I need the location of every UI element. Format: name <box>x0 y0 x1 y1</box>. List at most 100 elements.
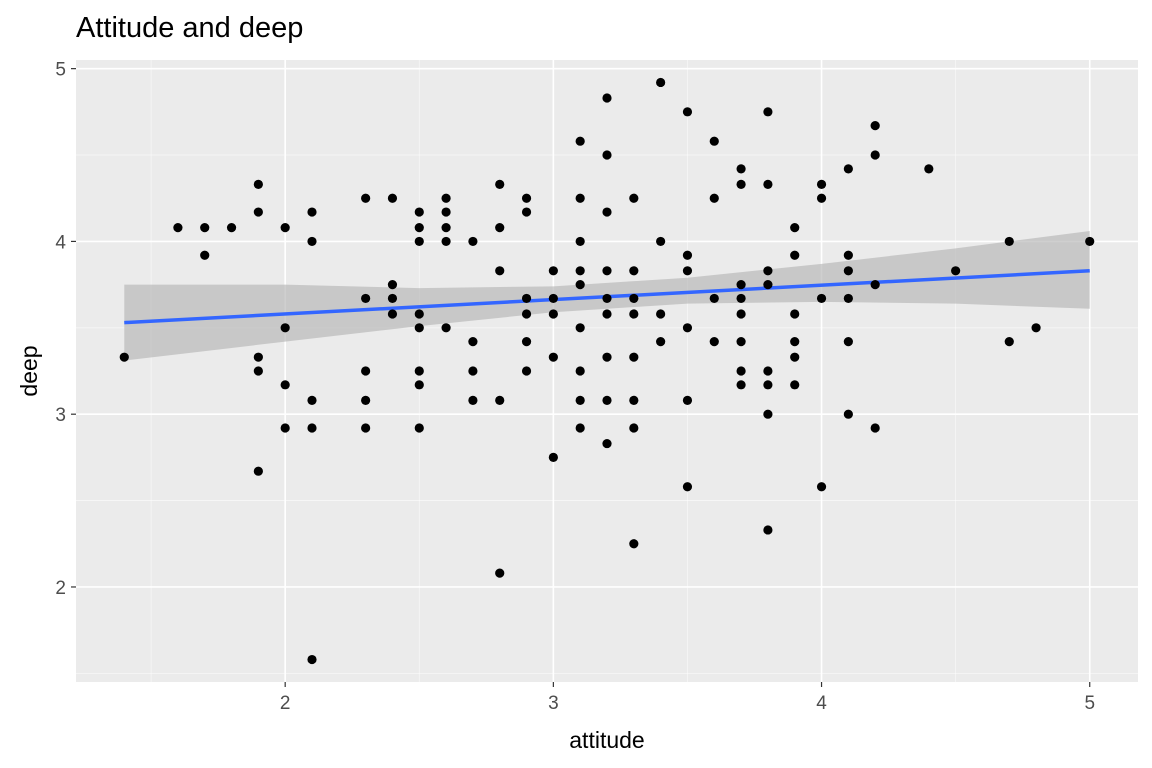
data-point <box>1031 323 1041 333</box>
data-point <box>629 293 639 304</box>
data-point <box>602 352 612 362</box>
data-point <box>361 395 371 405</box>
data-point <box>843 409 853 419</box>
data-point <box>253 352 263 362</box>
data-point <box>575 280 585 290</box>
data-point <box>575 323 585 333</box>
data-point <box>763 107 773 117</box>
data-point <box>387 193 398 203</box>
data-point <box>1004 337 1014 347</box>
x-tick-label: 3 <box>548 693 559 714</box>
data-point <box>173 222 183 233</box>
data-point <box>521 309 532 319</box>
data-point <box>790 250 800 260</box>
data-point <box>870 150 880 160</box>
y-tick-label: 5 <box>55 60 66 81</box>
data-point <box>763 266 773 276</box>
data-point <box>816 193 827 203</box>
data-point <box>414 423 424 433</box>
data-point <box>629 309 639 319</box>
data-point <box>816 482 827 492</box>
data-point <box>441 207 451 217</box>
data-point <box>682 395 693 405</box>
data-point <box>253 366 263 376</box>
data-point <box>763 280 773 290</box>
data-point <box>307 395 317 405</box>
data-point <box>468 337 478 347</box>
data-point <box>575 193 585 203</box>
data-point <box>602 293 612 304</box>
data-point <box>736 380 746 390</box>
data-point <box>575 136 585 146</box>
data-point <box>602 93 612 103</box>
y-tick-label: 3 <box>55 405 66 426</box>
data-point <box>790 222 800 233</box>
data-point <box>226 222 237 233</box>
data-point <box>924 164 934 174</box>
data-point <box>548 452 558 462</box>
data-point <box>414 380 424 390</box>
data-point <box>629 352 639 362</box>
data-point <box>548 352 558 362</box>
data-point <box>602 266 612 276</box>
data-point <box>441 193 451 203</box>
data-point <box>870 423 880 433</box>
data-point <box>548 266 558 276</box>
data-point <box>682 107 693 117</box>
data-point <box>629 395 639 405</box>
data-point <box>602 395 612 405</box>
data-point <box>548 309 558 319</box>
data-point <box>495 179 505 189</box>
data-point <box>575 236 585 247</box>
data-point <box>682 482 693 492</box>
data-point <box>843 250 853 260</box>
data-point <box>763 525 773 535</box>
data-point <box>200 222 210 233</box>
data-point <box>629 193 639 203</box>
data-point <box>763 380 773 390</box>
data-point <box>763 409 773 419</box>
data-point <box>870 280 880 290</box>
data-point <box>280 222 290 233</box>
data-point <box>629 423 639 433</box>
data-point <box>495 266 505 276</box>
data-point <box>763 366 773 376</box>
data-point <box>253 207 263 217</box>
plot-panel <box>76 60 1138 682</box>
data-point <box>280 323 290 333</box>
data-point <box>790 337 800 347</box>
major-gridlines <box>76 60 1138 682</box>
data-point <box>468 366 478 376</box>
data-point <box>602 309 612 319</box>
data-point <box>602 150 612 160</box>
data-point <box>521 366 532 376</box>
x-tick-label: 2 <box>280 693 291 714</box>
data-point <box>361 293 371 304</box>
data-point <box>629 539 639 549</box>
data-point <box>441 323 451 333</box>
data-point <box>414 207 424 217</box>
data-point <box>736 366 746 376</box>
data-point <box>361 193 371 203</box>
data-point <box>575 366 585 376</box>
data-point <box>709 136 719 146</box>
data-point <box>414 323 424 333</box>
data-point <box>414 366 424 376</box>
data-point <box>736 293 746 304</box>
data-point <box>682 323 693 333</box>
data-point <box>602 207 612 217</box>
data-point <box>119 352 129 362</box>
data-point <box>414 309 424 319</box>
data-point <box>1085 236 1095 247</box>
data-point <box>656 236 666 247</box>
data-point <box>736 337 746 347</box>
data-point <box>763 179 773 189</box>
data-point <box>682 250 693 260</box>
data-point <box>280 423 290 433</box>
data-point <box>253 466 263 476</box>
data-point <box>414 236 424 247</box>
data-point <box>253 179 263 189</box>
data-point <box>843 164 853 174</box>
data-point <box>816 179 827 189</box>
